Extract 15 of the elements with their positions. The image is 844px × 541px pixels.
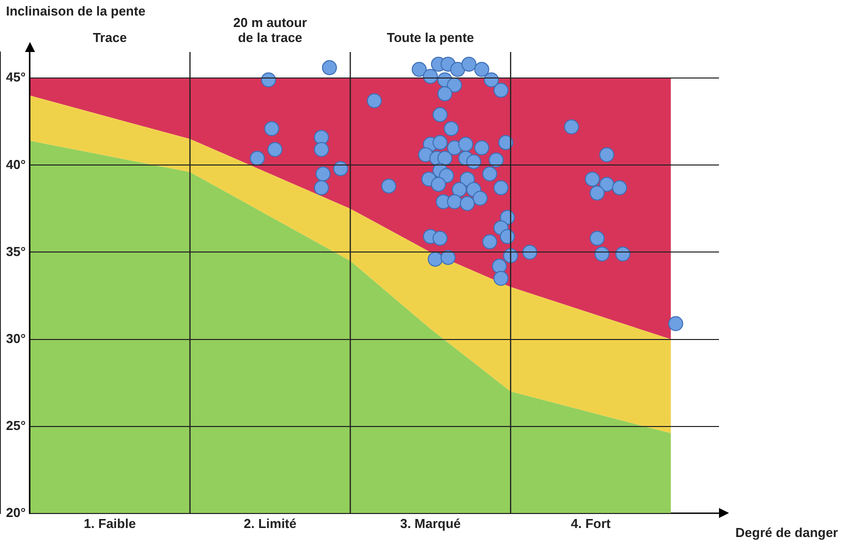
x-tick-label: 2. Limité bbox=[244, 516, 296, 531]
text: 20 m autour de la trace bbox=[233, 15, 307, 45]
text: Trace bbox=[92, 30, 127, 45]
text: Toute la pente bbox=[386, 30, 474, 45]
y-tick-label: 30° bbox=[6, 330, 26, 346]
y-tick-label: 45° bbox=[6, 70, 26, 85]
x-tick-label: 3. Marqué bbox=[400, 516, 461, 531]
y-tick-label: 40° bbox=[6, 156, 26, 172]
x-axis-title: Degré de danger bbox=[735, 524, 838, 540]
y-tick-label: 20° bbox=[6, 504, 26, 520]
x-tick-label: 4. Fort bbox=[570, 516, 612, 531]
y-tick-label: 35° bbox=[6, 244, 26, 259]
x-tick-label: 1. Faible bbox=[84, 516, 136, 531]
y-tick-label: 25° bbox=[6, 418, 26, 433]
y-axis-title: Inclinaison de la pente bbox=[6, 4, 146, 19]
